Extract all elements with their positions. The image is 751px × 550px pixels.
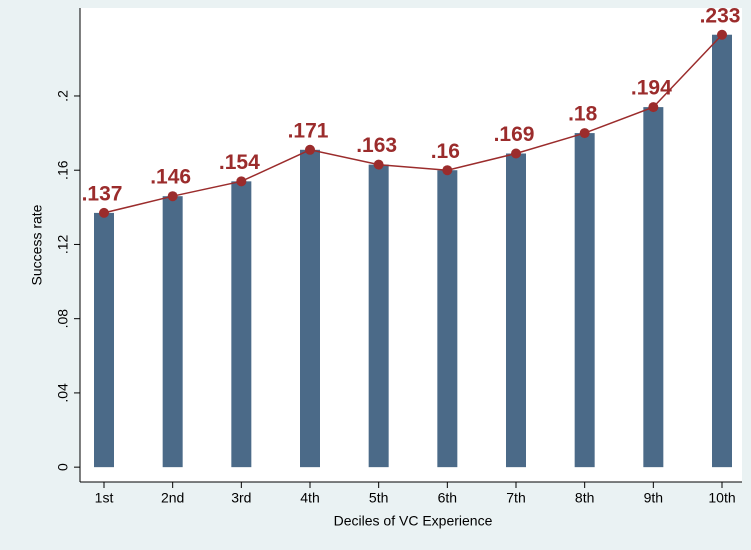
x-tick-label: 4th — [300, 490, 319, 506]
point — [511, 148, 521, 159]
y-axis-label: Success rate — [29, 204, 45, 285]
point — [373, 159, 384, 170]
bar — [574, 133, 595, 468]
x-tick-label: 8th — [575, 490, 594, 506]
value-label: .154 — [219, 151, 260, 174]
x-tick-label: 6th — [438, 490, 457, 506]
x-tick-label: 3rd — [231, 490, 251, 506]
y-tick-label: .16 — [55, 160, 71, 180]
x-axis-label: Deciles of VC Experience — [334, 513, 493, 529]
point — [579, 128, 590, 139]
value-label: .16 — [431, 140, 460, 163]
value-label: .18 — [568, 103, 598, 126]
y-tick-label: 0 — [55, 463, 71, 471]
bar — [162, 196, 183, 468]
y-tick-label: .04 — [55, 383, 71, 403]
x-tick-label: 7th — [506, 490, 525, 506]
x-tick-label: 2nd — [161, 490, 184, 506]
value-label: .163 — [356, 134, 397, 157]
x-tick-label: 1st — [95, 490, 114, 506]
point — [305, 144, 315, 155]
point — [236, 176, 247, 187]
plot-area — [80, 8, 742, 482]
y-tick-label: .08 — [55, 309, 71, 329]
x-tick-label: 9th — [644, 490, 663, 506]
value-label: .194 — [631, 77, 672, 100]
point — [648, 102, 659, 113]
point — [442, 165, 453, 176]
x-tick-label: 5th — [369, 490, 388, 506]
point — [167, 191, 178, 202]
bar — [231, 181, 252, 468]
point — [717, 29, 727, 40]
bar — [712, 34, 732, 468]
value-label: .171 — [288, 119, 329, 142]
bar — [94, 212, 114, 468]
point — [99, 207, 109, 218]
bar — [300, 149, 320, 468]
value-label: .137 — [82, 182, 123, 205]
x-tick-label: 10th — [708, 490, 735, 506]
value-label: .233 — [700, 4, 741, 27]
bar — [368, 164, 389, 468]
line — [103, 34, 723, 214]
value-label: .146 — [150, 166, 191, 189]
y-tick-label: .12 — [55, 235, 71, 255]
bar — [643, 107, 664, 468]
value-label: .169 — [494, 123, 535, 146]
y-tick-label: .2 — [55, 90, 71, 102]
bar — [506, 153, 526, 468]
bar — [437, 170, 458, 468]
